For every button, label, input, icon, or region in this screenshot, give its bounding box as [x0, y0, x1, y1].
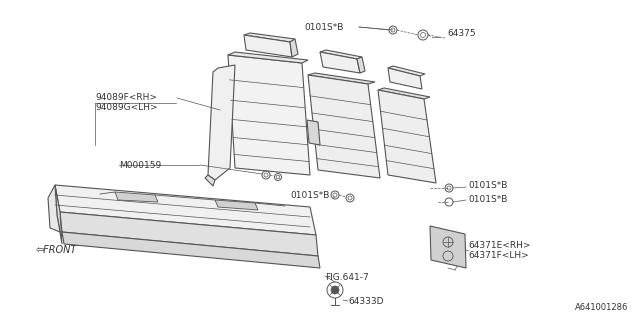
- Polygon shape: [55, 185, 62, 244]
- Polygon shape: [430, 226, 466, 268]
- Polygon shape: [228, 55, 310, 175]
- Polygon shape: [378, 90, 436, 183]
- Polygon shape: [228, 52, 308, 63]
- Polygon shape: [215, 200, 258, 210]
- Polygon shape: [244, 35, 292, 57]
- Polygon shape: [208, 65, 235, 180]
- Polygon shape: [115, 192, 158, 202]
- Text: 64375: 64375: [447, 29, 476, 38]
- Text: 0101S*B: 0101S*B: [468, 196, 508, 204]
- Polygon shape: [378, 88, 430, 99]
- Circle shape: [331, 286, 339, 294]
- Text: 0101S*B: 0101S*B: [304, 22, 344, 31]
- Text: A641001286: A641001286: [575, 303, 628, 312]
- Text: 64371F<LH>: 64371F<LH>: [468, 251, 529, 260]
- Polygon shape: [62, 232, 320, 268]
- Polygon shape: [388, 66, 425, 76]
- Polygon shape: [205, 175, 215, 186]
- Polygon shape: [320, 52, 360, 73]
- Polygon shape: [320, 50, 362, 59]
- Text: M000159: M000159: [119, 161, 161, 170]
- Polygon shape: [60, 212, 318, 256]
- Polygon shape: [308, 75, 380, 178]
- Polygon shape: [290, 39, 298, 57]
- Text: FIG.641-7: FIG.641-7: [325, 274, 369, 283]
- Polygon shape: [244, 33, 295, 42]
- Text: 94089F<RH>: 94089F<RH>: [95, 93, 157, 102]
- Polygon shape: [55, 185, 316, 235]
- Text: 94089G<LH>: 94089G<LH>: [95, 103, 157, 113]
- Polygon shape: [388, 68, 422, 89]
- Text: 64371E<RH>: 64371E<RH>: [468, 241, 531, 250]
- Text: 0101S*B: 0101S*B: [290, 190, 330, 199]
- Text: ⇦FRONT: ⇦FRONT: [36, 245, 77, 255]
- Polygon shape: [307, 120, 320, 145]
- Polygon shape: [308, 73, 375, 84]
- Polygon shape: [48, 185, 60, 232]
- Polygon shape: [357, 57, 365, 73]
- Text: 0101S*B: 0101S*B: [468, 181, 508, 190]
- Text: 64333D: 64333D: [348, 298, 383, 307]
